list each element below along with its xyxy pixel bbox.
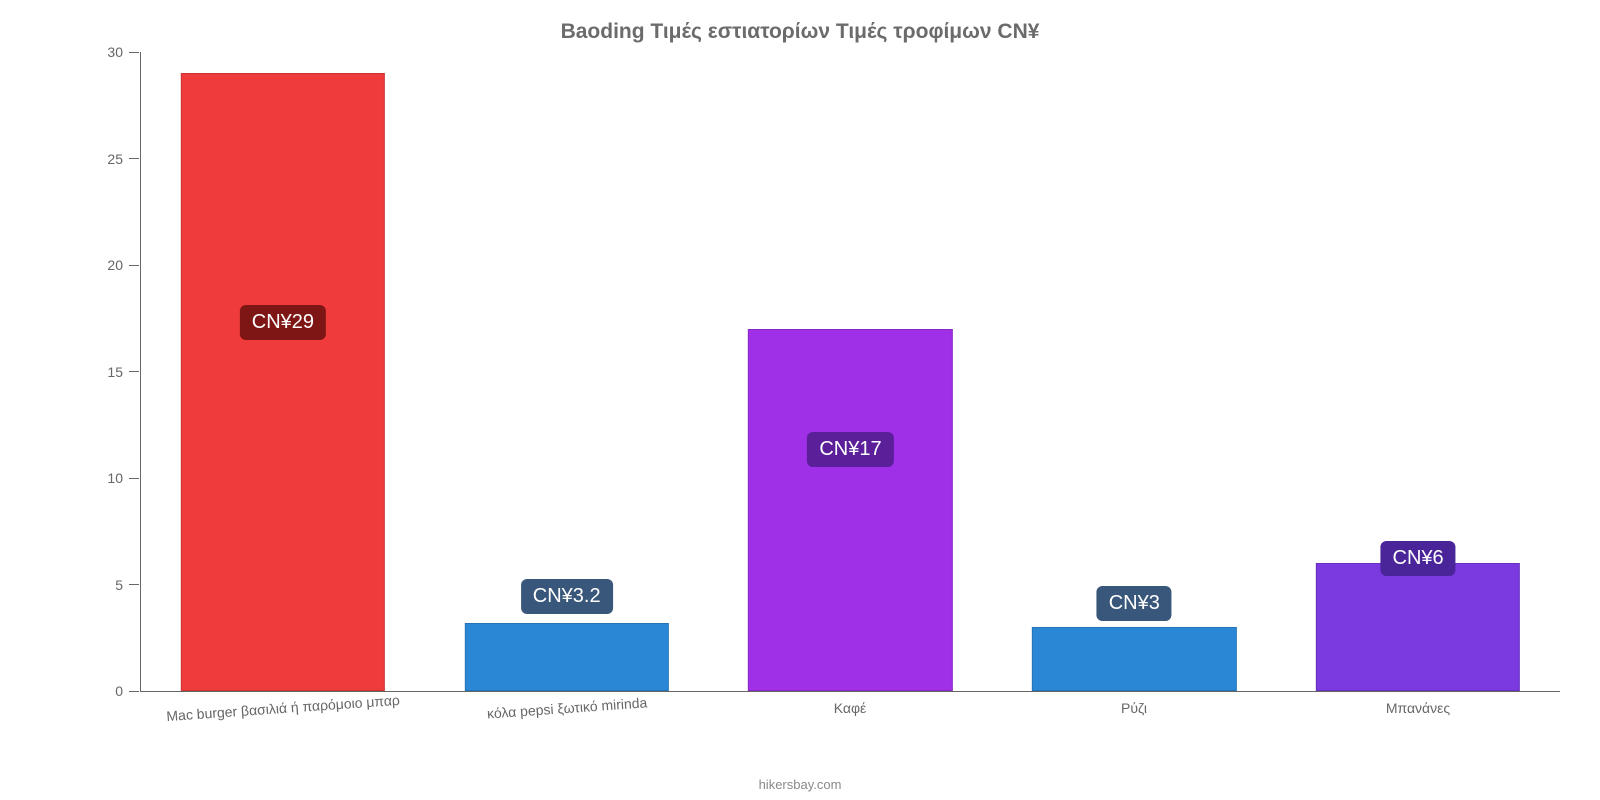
y-tick [129,691,139,692]
bar [465,623,669,691]
bars-container: CN¥29 CN¥3.2 CN¥17 CN¥3 CN¥6 [141,52,1560,691]
chart-title: Baoding Τιμές εστιατορίων Τιμές τροφίμων… [40,20,1560,44]
y-tick-label: 15 [107,364,123,380]
y-tick [129,52,139,53]
x-label: Μπανάνες [1276,692,1560,716]
y-tick [129,371,139,372]
value-badge: CN¥6 [1381,541,1456,576]
x-label: Ρύζι [992,692,1276,716]
y-tick [129,265,139,266]
bar [1032,627,1236,691]
bar-slot: CN¥6 [1276,52,1560,691]
value-badge: CN¥29 [240,305,326,340]
value-badge: CN¥17 [807,432,893,467]
x-axis-labels: Mac burger βασιλιά ή παρόμοιο μπαρκόλα p… [140,692,1560,716]
y-tick-label: 25 [107,151,123,167]
y-tick [129,584,139,585]
y-tick [129,158,139,159]
value-badge: CN¥3.2 [521,579,613,614]
y-tick-label: 0 [115,683,123,699]
bar-slot: CN¥3 [992,52,1276,691]
y-tick-label: 30 [107,44,123,60]
bar [1316,563,1520,691]
y-tick-label: 10 [107,470,123,486]
bar-chart: Baoding Τιμές εστιατορίων Τιμές τροφίμων… [0,0,1600,800]
plot-area: CN¥29CN¥3.2CN¥17CN¥3CN¥6 051015202530 [140,52,1560,692]
y-tick-label: 20 [107,257,123,273]
attribution-text: hikersbay.com [759,777,842,792]
x-label: Καφέ [708,692,992,716]
bar-slot: CN¥3.2 [425,52,709,691]
value-badge: CN¥3 [1097,586,1172,621]
bar-slot: CN¥17 [709,52,993,691]
y-tick-label: 5 [115,577,123,593]
bar [748,329,952,691]
y-tick [129,478,139,479]
bar-slot: CN¥29 [141,52,425,691]
bar [181,73,385,691]
